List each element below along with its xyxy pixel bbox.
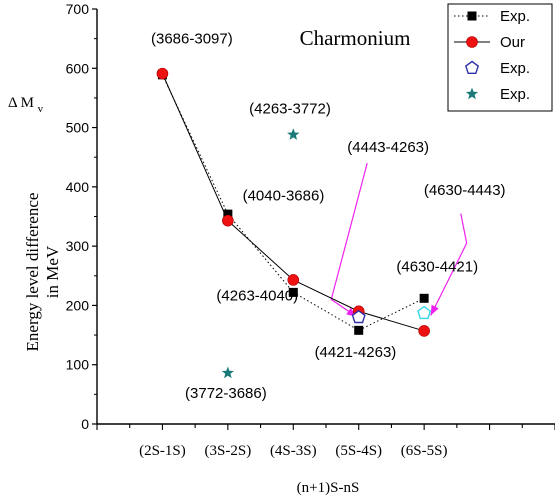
data-point — [418, 325, 430, 337]
data-point — [417, 305, 432, 320]
data-point — [222, 214, 234, 227]
data-point — [351, 309, 366, 324]
annotation-label: (3772-3686) — [185, 385, 267, 402]
annotation-label: (4263-3772) — [249, 100, 331, 117]
annotation-label: (4443-4263) — [347, 139, 429, 156]
data-point — [223, 209, 233, 219]
data-point — [288, 287, 298, 297]
y-tick-label: 300 — [66, 238, 90, 254]
series-3 — [221, 128, 300, 379]
legend-label: Exp. — [500, 86, 530, 103]
data-point — [419, 293, 429, 303]
y-tick-label: 700 — [66, 1, 90, 17]
data-point — [221, 366, 234, 379]
axes: 0 100 200 300 400 500 600 700 (2S-1S) (3S-2S) (4S-… — [66, 1, 555, 459]
legend-marker — [466, 36, 478, 48]
annotation-label: (4421-4263) — [315, 344, 397, 361]
data-point — [287, 128, 300, 140]
y-axis-symbol-subscript: v — [38, 103, 44, 115]
y-tick-label: 400 — [66, 179, 90, 195]
annotation-label: (4263-4040) — [216, 288, 298, 305]
data-point — [287, 274, 300, 286]
annotation-label: (4630-4443) — [424, 182, 506, 199]
legend-entry-1: Our — [454, 34, 525, 51]
legend-label: Our — [500, 34, 525, 51]
legend-marker — [465, 87, 479, 100]
svg-text:Δ M v: Δ M v — [8, 95, 44, 115]
annotation-label: (3686-3097) — [151, 30, 233, 47]
x-tick-label: (4S-3S) — [270, 443, 317, 459]
series-layer — [156, 67, 432, 379]
legend-marker — [464, 60, 480, 75]
annotation-arrow-line — [330, 162, 368, 318]
data-point — [354, 325, 364, 335]
legend-marker — [467, 11, 477, 21]
x-axis-title: (n+1)S-nS — [297, 480, 360, 496]
y-tick-label: 100 — [66, 357, 90, 373]
legend-label: Exp. — [500, 60, 530, 77]
annotation-arrow-line — [430, 213, 468, 316]
annotation-arrows — [330, 162, 468, 318]
legend-label: Exp. — [500, 8, 530, 25]
annotation-labels: (3686-3097) (4263-3772) (4040-3686) (4263-4… — [151, 30, 506, 402]
y-axis-label-line1: Energy level difference — [23, 193, 42, 352]
y-tick-label: 0 — [81, 416, 89, 432]
legend: Exp. Our Exp. Exp. — [447, 3, 553, 112]
legend-entry-3: Exp. — [465, 86, 530, 103]
legend-entry-0: Exp. — [454, 8, 530, 25]
chart-title: Charmonium — [300, 26, 411, 50]
y-axis-label-line2: in MeV — [43, 245, 62, 298]
y-tick-label: 500 — [66, 120, 90, 136]
x-tick-label: (2S-1S) — [139, 443, 186, 459]
legend-box — [447, 3, 553, 112]
series-1 — [156, 67, 430, 337]
series-2 — [351, 309, 366, 324]
data-point — [156, 67, 169, 80]
annotation-label: (4630-4421) — [396, 259, 478, 276]
y-axis-symbol: Δ M — [8, 95, 34, 111]
x-tick-label: (3S-2S) — [205, 443, 252, 459]
y-tick-label: 200 — [66, 297, 90, 313]
x-tick-label: (6S-5S) — [401, 443, 448, 459]
annotation-arrowhead — [430, 304, 439, 316]
annotation-label: (4040-3686) — [243, 187, 325, 204]
x-tick-label: (5S-4S) — [335, 443, 382, 459]
y-axis-title: Δ M v Energy level difference in MeV — [8, 95, 62, 351]
y-tick-label: 600 — [66, 60, 90, 76]
legend-entry-2: Exp. — [464, 60, 530, 77]
